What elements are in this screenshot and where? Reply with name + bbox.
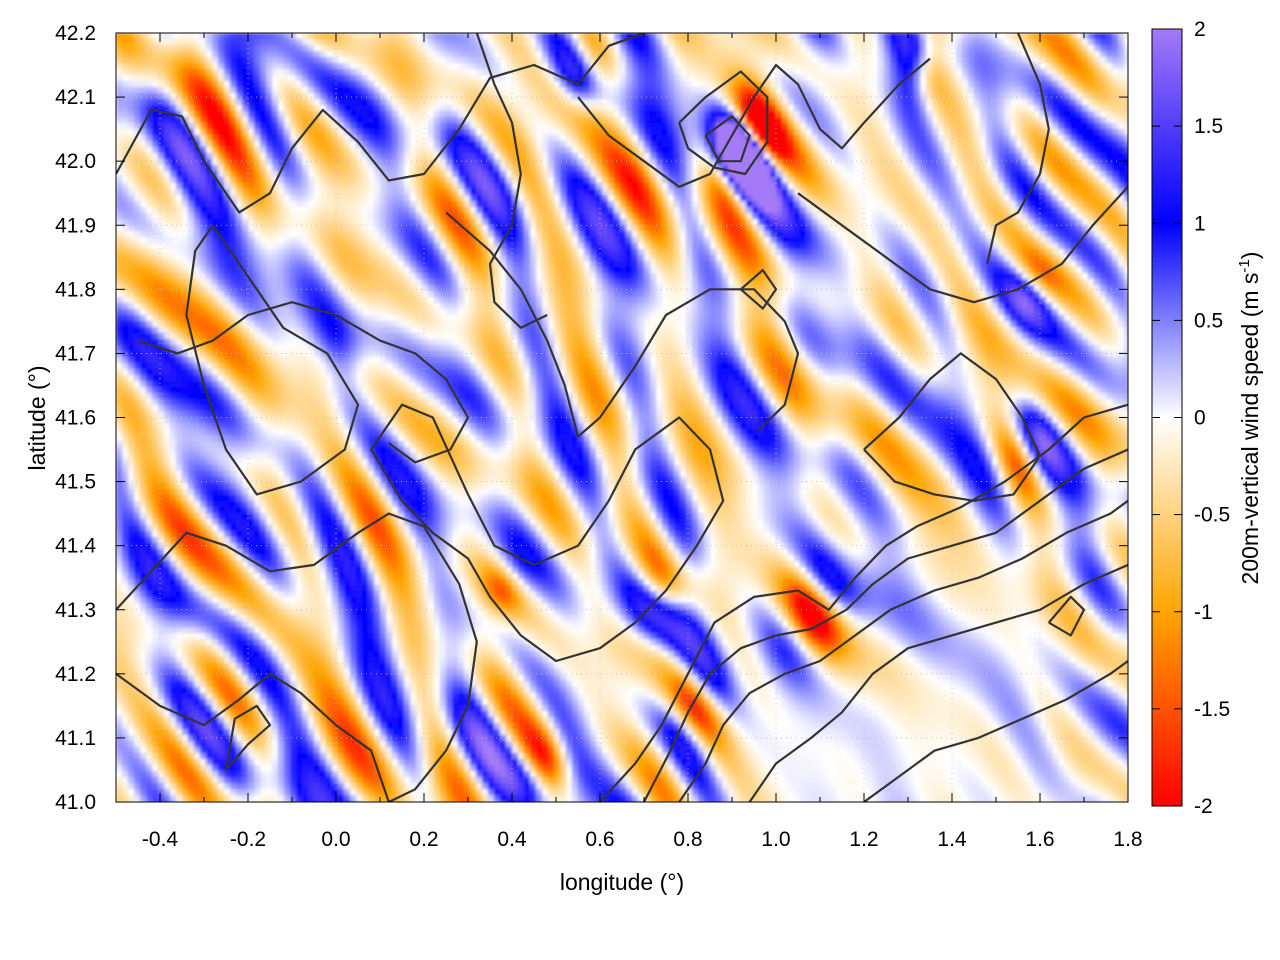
colorbar-tick-label: -1 xyxy=(1194,601,1213,624)
colorbar-tick-label: 1.5 xyxy=(1194,115,1223,138)
y-tick-label: 41.1 xyxy=(55,727,96,750)
colorbar-tick-label: 2 xyxy=(1194,18,1206,41)
contour-line xyxy=(797,186,1128,304)
contour-line xyxy=(137,301,470,464)
contour-line xyxy=(863,660,1128,802)
x-tick-label: 0.0 xyxy=(321,828,350,851)
y-axis-label: latitude (°) xyxy=(24,365,50,470)
heatmap-field xyxy=(116,33,1128,802)
y-tick-label: 42.1 xyxy=(55,86,96,109)
colorbar-ticks: 2 1.5 1 0.5 0 -0.5 -1 -1.5 -2 xyxy=(1152,18,1230,818)
y-axis-ticks: 41.0 41.1 41.2 41.3 41.4 41.5 41.6 41.7 41.8 41.9… xyxy=(55,22,1128,814)
y-tick-label: 41.4 xyxy=(55,535,96,558)
x-tick-label: 1.0 xyxy=(761,828,790,851)
contour-line xyxy=(643,448,1128,802)
colorbar-tick-label: 0.5 xyxy=(1194,309,1223,332)
contour-line xyxy=(748,563,1128,802)
colorbar-label: 200m-vertical wind speed (m s-1) xyxy=(1236,252,1263,585)
y-tick-label: 41.0 xyxy=(55,791,96,814)
contour-line xyxy=(116,33,645,214)
contour-line xyxy=(740,269,778,310)
contour-line xyxy=(185,224,360,496)
y-tick-label: 41.6 xyxy=(55,407,96,430)
colorbar: 2 1.5 1 0.5 0 -0.5 -1 -1.5 -2 200m-vertical wind… xyxy=(1151,18,1263,818)
colorbar-unit-close: ) xyxy=(1237,252,1263,260)
colorbar-tick-label: -1.5 xyxy=(1194,698,1230,721)
x-tick-label: 1.4 xyxy=(937,828,967,851)
y-tick-label: 41.7 xyxy=(55,342,96,365)
x-tick-label: 0.2 xyxy=(409,828,438,851)
contour-line xyxy=(475,33,548,329)
colorbar-tick-label: 1 xyxy=(1194,212,1206,235)
x-tick-label: 1.8 xyxy=(1113,828,1142,851)
colorbar-label-text: 200m-vertical wind speed xyxy=(1237,324,1263,585)
topography-contours xyxy=(116,33,1128,802)
contour-line xyxy=(678,499,1128,802)
x-tick-label: 0.6 xyxy=(585,828,614,851)
y-tick-label: 41.5 xyxy=(55,471,96,494)
plot-area: -0.4 -0.2 0.0 0.2 0.4 0.6 0.8 1.0 1.2 1.4 1.6 1.8 4… xyxy=(55,22,1142,851)
contour-line xyxy=(577,57,931,188)
colorbar-unit-exponent: -1 xyxy=(1236,259,1253,272)
y-tick-label: 42.0 xyxy=(55,150,96,173)
contour-line xyxy=(704,115,751,163)
x-tick-label: 0.8 xyxy=(673,828,702,851)
contour-line xyxy=(1047,595,1086,637)
contour-line xyxy=(116,672,390,802)
contour-line xyxy=(678,70,769,176)
contour-line xyxy=(224,704,272,771)
x-tick-label: 0.4 xyxy=(497,828,527,851)
contour-line xyxy=(116,512,478,802)
x-axis-ticks: -0.4 -0.2 0.0 0.2 0.4 0.6 0.8 1.0 1.2 1.4 1.6 1.8 xyxy=(115,33,1143,851)
contour-line xyxy=(863,352,1042,502)
contour-line xyxy=(986,33,1050,264)
colorbar-tick-label: -2 xyxy=(1194,795,1213,818)
colorbar-unit-open: (m s xyxy=(1237,273,1263,318)
y-tick-label: 41.3 xyxy=(55,599,96,622)
x-tick-label: 1.6 xyxy=(1025,828,1054,851)
x-tick-label: 1.2 xyxy=(849,828,878,851)
x-tick-label: -0.2 xyxy=(230,828,266,851)
colorbar-tick-label: 0 xyxy=(1194,407,1206,430)
x-tick-label: -0.4 xyxy=(142,828,179,851)
y-tick-label: 41.2 xyxy=(55,663,96,686)
contour-line xyxy=(370,403,725,663)
x-axis-label: longitude (°) xyxy=(560,869,684,895)
y-tick-label: 41.9 xyxy=(55,214,96,237)
y-tick-label: 42.2 xyxy=(55,22,96,45)
contour-line xyxy=(445,211,800,438)
contour-line xyxy=(599,403,1128,802)
colorbar-tick-label: -0.5 xyxy=(1194,504,1230,527)
y-tick-label: 41.8 xyxy=(55,278,96,301)
